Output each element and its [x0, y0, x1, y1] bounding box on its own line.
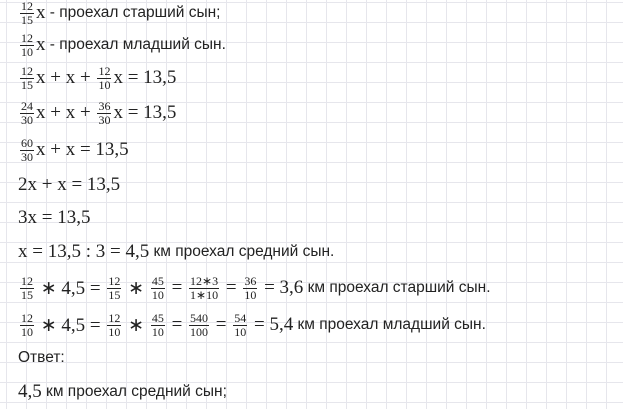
denominator: 15 [108, 287, 121, 302]
solution-line: 12 15 x - проехал старший сын; [18, 0, 220, 30]
fraction: 12 10 [107, 310, 122, 339]
denominator: 15 [21, 287, 33, 302]
math-expression: ∗ [123, 277, 149, 299]
fraction: 540 100 [189, 310, 210, 339]
solution-line: 4,5 км проехал средний сын; [18, 375, 227, 409]
numerator: 36 [97, 98, 112, 114]
text: км проехал младший сын. [293, 316, 486, 333]
denominator: 30 [98, 112, 111, 127]
fraction: 12 10 [20, 30, 34, 59]
solution-line: 12 10 x - проехал младший сын. [18, 28, 226, 62]
denominator: 10 [151, 324, 164, 339]
denominator: 10 [98, 77, 111, 92]
fraction: 45 10 [150, 273, 165, 302]
numerator: 12 [20, 273, 34, 289]
denominator: 15 [21, 12, 33, 27]
numerator: 12 [20, 63, 34, 79]
fraction: 54 10 [233, 310, 248, 339]
solution-line: Ответ: [18, 341, 65, 375]
text: км проехал средний сын; [41, 383, 227, 400]
denominator: 10 [234, 324, 247, 339]
math-expression: ∗ 4,5 = [36, 314, 106, 336]
numerator: 12 [107, 273, 122, 289]
denominator: 15 [21, 77, 33, 92]
numerator: 12 [20, 310, 34, 326]
fraction: 12 15 [20, 63, 34, 92]
math-expression: x + x + [36, 67, 96, 88]
math-expression: x = 13,5 [113, 102, 177, 123]
denominator: 100 [190, 324, 209, 339]
fraction: 12∗3 1∗10 [189, 273, 220, 302]
solution-line: 60 30 x + x = 13,5 [18, 133, 129, 167]
denominator: 30 [21, 112, 33, 127]
fraction: 12 15 [20, 0, 34, 27]
fraction: 12 15 [107, 273, 122, 302]
numerator: 12 [20, 0, 34, 14]
solution-line: 12 15 x + x + 12 10 x = 13,5 [18, 61, 176, 95]
math-expression: x [36, 2, 46, 23]
denominator: 10 [108, 324, 121, 339]
fraction: 36 30 [97, 98, 112, 127]
numerator: 12 [97, 63, 112, 79]
math-expression: ∗ 4,5 = [36, 277, 106, 299]
fraction: 12 10 [97, 63, 112, 92]
solution-line: 24 30 x + x + 36 30 x = 13,5 [18, 96, 176, 130]
denominator: 30 [21, 149, 33, 164]
numerator: 45 [150, 310, 165, 326]
numerator: 12 [107, 310, 122, 326]
text: - проехал старший сын; [45, 4, 221, 21]
denominator: 10 [151, 287, 164, 302]
math-expression: x + x + [36, 102, 96, 123]
fraction: 12 10 [20, 310, 34, 339]
math-expression: x = 13,5 [113, 67, 177, 88]
fraction: 36 10 [243, 273, 258, 302]
numerator: 36 [243, 273, 258, 289]
solution-line: 3x = 13,5 [18, 201, 90, 235]
math-expression: 3x = 13,5 [18, 207, 91, 228]
numerator: 54 [233, 310, 248, 326]
fraction: 24 30 [20, 98, 34, 127]
fraction: 60 30 [20, 135, 34, 164]
numerator: 24 [20, 98, 34, 114]
text: Ответ: [18, 349, 65, 366]
solution-line: x = 13,5 : 3 = 4,5 км проехал средний сы… [18, 235, 334, 269]
math-expression: x + x = 13,5 [36, 139, 129, 160]
math-expression: = [221, 277, 242, 298]
math-expression: = [211, 314, 232, 335]
math-expression: x [36, 34, 46, 55]
math-expression: = [166, 277, 188, 298]
denominator: 1∗10 [190, 287, 219, 302]
solution-line: 12 10 ∗ 4,5 = 12 10 ∗ 45 10 = 540 100 = 54 10… [18, 308, 486, 342]
solution-line: 12 15 ∗ 4,5 = 12 15 ∗ 45 10 = 12∗3 1∗10 = 36… [18, 271, 491, 305]
denominator: 10 [244, 287, 257, 302]
text: - проехал младший сын. [45, 36, 226, 53]
text: км проехал старший сын. [303, 279, 491, 296]
denominator: 10 [21, 44, 33, 59]
fraction: 45 10 [150, 310, 165, 339]
numerator: 540 [189, 310, 210, 326]
math-expression: ∗ [123, 314, 149, 336]
math-expression: = [166, 314, 188, 335]
math-expression: 2x + x = 13,5 [18, 174, 121, 195]
math-expression: x = 13,5 : 3 = 4,5 [18, 241, 150, 262]
numerator: 45 [150, 273, 165, 289]
numerator: 12∗3 [189, 273, 220, 289]
solution-line: 2x + x = 13,5 [18, 168, 120, 202]
denominator: 10 [21, 324, 33, 339]
math-expression: 4,5 [18, 381, 42, 402]
text: км проехал средний сын. [149, 243, 335, 260]
numerator: 60 [20, 135, 34, 151]
math-expression: = 3,6 [259, 277, 304, 298]
fraction: 12 15 [20, 273, 34, 302]
numerator: 12 [20, 30, 34, 46]
math-expression: = 5,4 [249, 314, 294, 335]
